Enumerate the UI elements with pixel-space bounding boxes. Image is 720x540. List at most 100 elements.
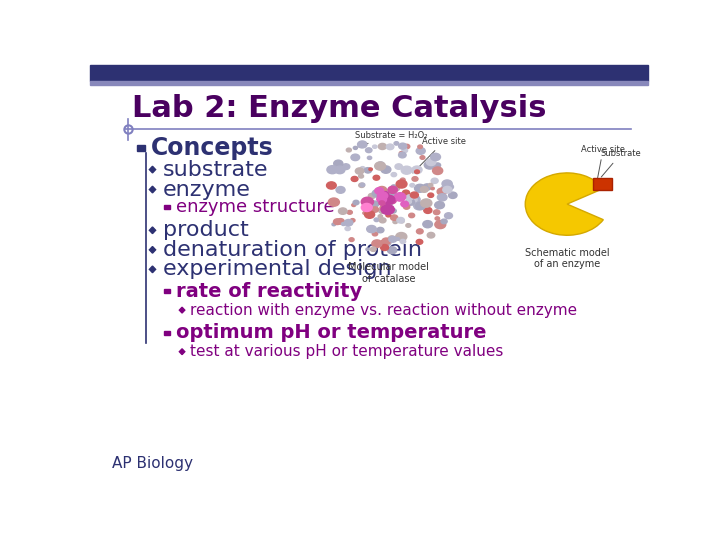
Circle shape — [377, 192, 388, 200]
Circle shape — [361, 197, 374, 206]
Circle shape — [397, 218, 405, 223]
Polygon shape — [179, 307, 185, 313]
Circle shape — [378, 215, 382, 218]
Text: enzyme structure: enzyme structure — [176, 198, 335, 217]
Text: denaturation of protein: denaturation of protein — [163, 240, 421, 260]
Circle shape — [364, 208, 369, 213]
Text: test at various pH or temperature values: test at various pH or temperature values — [190, 344, 504, 359]
Circle shape — [420, 156, 425, 159]
Circle shape — [410, 192, 418, 198]
Circle shape — [360, 183, 365, 186]
Circle shape — [416, 239, 423, 244]
Bar — [164, 205, 170, 210]
Circle shape — [382, 198, 388, 202]
Circle shape — [336, 186, 345, 193]
Circle shape — [442, 180, 452, 187]
Circle shape — [364, 167, 372, 173]
Polygon shape — [149, 186, 156, 193]
Circle shape — [431, 153, 441, 160]
Circle shape — [372, 190, 382, 197]
Text: AP Biology: AP Biology — [112, 456, 193, 471]
Circle shape — [372, 145, 377, 149]
Circle shape — [377, 196, 384, 202]
Circle shape — [387, 144, 394, 150]
Circle shape — [400, 239, 405, 244]
Circle shape — [328, 198, 339, 206]
Circle shape — [377, 186, 387, 194]
Circle shape — [426, 159, 436, 166]
Circle shape — [399, 152, 406, 158]
Circle shape — [387, 197, 396, 204]
Circle shape — [433, 167, 443, 174]
Circle shape — [410, 197, 417, 202]
Circle shape — [395, 193, 405, 201]
Circle shape — [378, 144, 387, 150]
Circle shape — [396, 233, 407, 241]
Circle shape — [427, 186, 431, 188]
Circle shape — [367, 210, 373, 214]
Circle shape — [428, 193, 433, 198]
Text: Schematic model
of an enzyme: Schematic model of an enzyme — [525, 248, 609, 269]
Circle shape — [438, 194, 447, 201]
Circle shape — [412, 166, 422, 173]
Circle shape — [345, 227, 351, 231]
Circle shape — [380, 240, 387, 245]
Circle shape — [402, 190, 410, 195]
Bar — [164, 331, 170, 335]
Circle shape — [433, 210, 440, 214]
Circle shape — [409, 213, 415, 218]
Circle shape — [359, 183, 364, 187]
Circle shape — [420, 199, 432, 207]
Circle shape — [444, 213, 452, 219]
Circle shape — [379, 201, 384, 205]
Circle shape — [378, 197, 387, 203]
Circle shape — [394, 187, 400, 191]
Circle shape — [416, 229, 423, 234]
Circle shape — [396, 238, 400, 240]
Circle shape — [395, 164, 402, 170]
Circle shape — [349, 238, 354, 241]
Circle shape — [415, 170, 420, 173]
Circle shape — [384, 240, 391, 246]
Circle shape — [389, 237, 397, 242]
Circle shape — [352, 204, 356, 206]
Circle shape — [374, 162, 386, 170]
Circle shape — [427, 232, 435, 238]
Circle shape — [382, 238, 390, 245]
Circle shape — [337, 219, 344, 224]
Circle shape — [431, 178, 438, 184]
Circle shape — [382, 192, 389, 197]
Circle shape — [377, 227, 384, 233]
Circle shape — [351, 177, 358, 181]
Circle shape — [400, 178, 405, 181]
Circle shape — [435, 220, 446, 228]
Circle shape — [424, 161, 436, 169]
Text: product: product — [163, 220, 248, 240]
Circle shape — [372, 232, 378, 236]
Circle shape — [420, 186, 428, 192]
Text: Active site: Active site — [581, 145, 625, 189]
Circle shape — [346, 148, 351, 152]
Circle shape — [387, 247, 397, 254]
Circle shape — [411, 199, 420, 206]
Circle shape — [400, 152, 402, 154]
Circle shape — [389, 201, 393, 205]
Circle shape — [373, 176, 379, 180]
Circle shape — [435, 217, 439, 220]
Circle shape — [407, 200, 411, 204]
Circle shape — [377, 229, 382, 232]
Circle shape — [374, 218, 379, 221]
Circle shape — [327, 166, 338, 174]
Circle shape — [361, 204, 372, 212]
Circle shape — [347, 211, 352, 214]
Text: Active site: Active site — [413, 137, 466, 173]
Circle shape — [358, 141, 367, 148]
Text: enzyme: enzyme — [163, 179, 251, 200]
Circle shape — [435, 201, 444, 209]
Text: Substrate = H₂O₂: Substrate = H₂O₂ — [355, 131, 428, 147]
Bar — [90, 65, 648, 82]
Circle shape — [390, 215, 398, 220]
Circle shape — [364, 211, 374, 218]
Circle shape — [385, 191, 396, 199]
Circle shape — [333, 219, 341, 225]
